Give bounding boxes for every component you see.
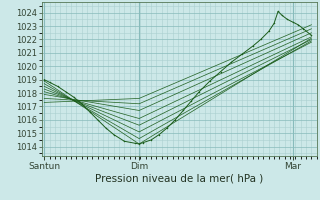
X-axis label: Pression niveau de la mer( hPa ): Pression niveau de la mer( hPa ) xyxy=(95,173,263,183)
